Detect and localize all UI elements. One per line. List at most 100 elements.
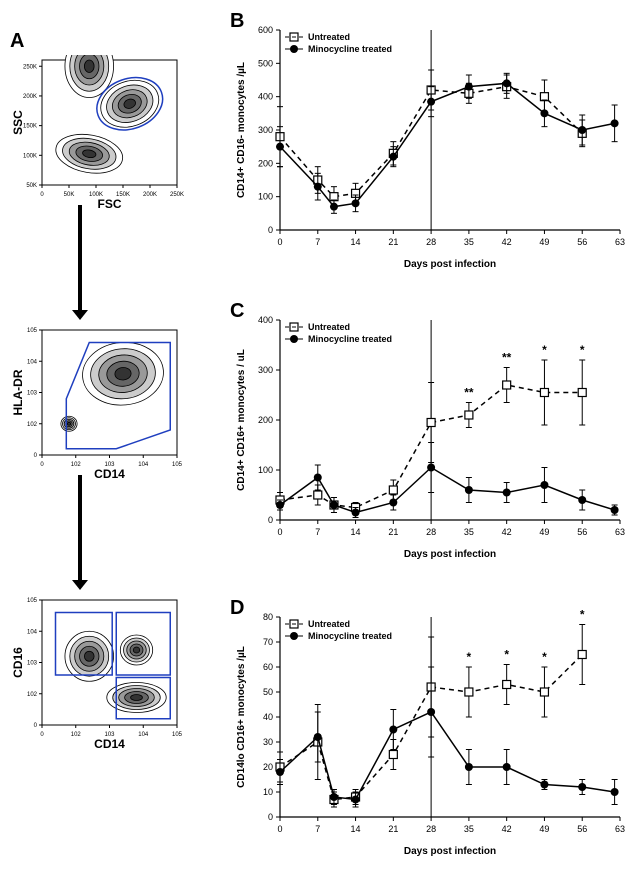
svg-text:**: **: [502, 351, 512, 365]
svg-text:SSC: SSC: [12, 110, 25, 135]
svg-text:102: 102: [71, 732, 82, 738]
panel-b-chart: 0714212835424956630100200300400500600Day…: [230, 15, 630, 285]
svg-text:HLA-DR: HLA-DR: [12, 369, 25, 415]
svg-text:50K: 50K: [26, 183, 37, 189]
svg-text:CD14+ CD16+ monocytes / uL: CD14+ CD16+ monocytes / uL: [236, 349, 247, 491]
svg-text:250K: 250K: [23, 64, 37, 70]
svg-text:200: 200: [258, 158, 273, 168]
svg-text:100K: 100K: [23, 153, 37, 159]
svg-text:200: 200: [258, 415, 273, 425]
svg-text:35: 35: [464, 527, 474, 537]
svg-text:21: 21: [388, 824, 398, 834]
svg-text:42: 42: [502, 527, 512, 537]
svg-text:500: 500: [258, 58, 273, 68]
svg-text:*: *: [580, 343, 585, 357]
svg-text:0: 0: [277, 824, 282, 834]
svg-text:70: 70: [263, 637, 273, 647]
svg-text:7: 7: [315, 824, 320, 834]
svg-text:*: *: [467, 650, 472, 664]
svg-text:63: 63: [615, 237, 625, 247]
svg-text:105: 105: [27, 328, 38, 334]
svg-text:104: 104: [27, 359, 38, 365]
svg-text:103: 103: [27, 661, 38, 667]
svg-text:300: 300: [258, 365, 273, 375]
svg-text:0: 0: [40, 732, 44, 738]
svg-text:102: 102: [71, 462, 82, 468]
svg-text:104: 104: [138, 732, 149, 738]
svg-text:200K: 200K: [143, 192, 157, 198]
svg-text:7: 7: [315, 237, 320, 247]
svg-text:56: 56: [577, 237, 587, 247]
svg-text:50: 50: [263, 687, 273, 697]
svg-text:Untreated: Untreated: [308, 32, 350, 42]
svg-text:0: 0: [277, 237, 282, 247]
svg-text:28: 28: [426, 527, 436, 537]
svg-text:Minocycline treated: Minocycline treated: [308, 334, 392, 344]
svg-text:60: 60: [263, 662, 273, 672]
svg-text:0: 0: [268, 225, 273, 235]
svg-text:CD16: CD16: [12, 647, 25, 678]
svg-text:0: 0: [268, 515, 273, 525]
svg-text:14: 14: [351, 824, 361, 834]
svg-text:104: 104: [138, 462, 149, 468]
svg-text:102: 102: [27, 692, 38, 698]
svg-text:50K: 50K: [64, 192, 75, 198]
svg-text:300: 300: [258, 125, 273, 135]
svg-text:Untreated: Untreated: [308, 322, 350, 332]
svg-text:150K: 150K: [23, 124, 37, 130]
svg-text:49: 49: [539, 527, 549, 537]
svg-text:0: 0: [277, 527, 282, 537]
svg-text:CD14: CD14: [94, 467, 125, 481]
svg-text:Days post infection: Days post infection: [404, 259, 496, 270]
svg-text:42: 42: [502, 824, 512, 834]
svg-text:Days post infection: Days post infection: [404, 549, 496, 560]
svg-text:102: 102: [27, 422, 38, 428]
svg-text:*: *: [504, 648, 509, 662]
svg-text:Days post infection: Days post infection: [404, 846, 496, 857]
svg-text:20: 20: [263, 762, 273, 772]
svg-text:21: 21: [388, 527, 398, 537]
svg-text:200K: 200K: [23, 94, 37, 100]
svg-text:56: 56: [577, 824, 587, 834]
svg-text:104: 104: [27, 629, 38, 635]
svg-text:*: *: [542, 343, 547, 357]
svg-text:14: 14: [351, 527, 361, 537]
svg-text:30: 30: [263, 737, 273, 747]
svg-text:400: 400: [258, 315, 273, 325]
svg-text:63: 63: [615, 527, 625, 537]
svg-text:0: 0: [40, 462, 44, 468]
svg-text:600: 600: [258, 25, 273, 35]
svg-text:49: 49: [539, 237, 549, 247]
panel-d-chart: 07142128354249566301020304050607080Days …: [230, 602, 630, 872]
svg-text:21: 21: [388, 237, 398, 247]
svg-text:CD14lo CD16+ monocytes /µL: CD14lo CD16+ monocytes /µL: [236, 646, 247, 788]
svg-text:42: 42: [502, 237, 512, 247]
svg-text:14: 14: [351, 237, 361, 247]
panel-a-container: 050K100K150K200K250K50K100K150K200K250KF…: [12, 55, 212, 885]
svg-text:CD14: CD14: [94, 737, 125, 751]
svg-text:56: 56: [577, 527, 587, 537]
svg-text:7: 7: [315, 527, 320, 537]
svg-text:63: 63: [615, 824, 625, 834]
svg-text:40: 40: [263, 712, 273, 722]
svg-text:Minocycline treated: Minocycline treated: [308, 631, 392, 641]
panel-c-chart: 0714212835424956630100200300400Days post…: [230, 305, 630, 575]
svg-text:35: 35: [464, 237, 474, 247]
svg-text:CD14+ CD16- monocytes /µL: CD14+ CD16- monocytes /µL: [236, 62, 247, 198]
svg-text:0: 0: [268, 812, 273, 822]
svg-text:49: 49: [539, 824, 549, 834]
svg-text:0: 0: [40, 192, 44, 198]
svg-text:250K: 250K: [170, 192, 184, 198]
svg-text:*: *: [542, 650, 547, 664]
svg-text:0: 0: [34, 723, 38, 729]
svg-text:Minocycline treated: Minocycline treated: [308, 44, 392, 54]
svg-text:400: 400: [258, 92, 273, 102]
svg-text:10: 10: [263, 787, 273, 797]
svg-text:105: 105: [172, 462, 183, 468]
svg-text:Untreated: Untreated: [308, 619, 350, 629]
svg-text:105: 105: [27, 598, 38, 604]
svg-text:**: **: [464, 386, 474, 400]
svg-text:0: 0: [34, 453, 38, 459]
panel-label-a: A: [10, 30, 24, 53]
svg-text:103: 103: [27, 391, 38, 397]
